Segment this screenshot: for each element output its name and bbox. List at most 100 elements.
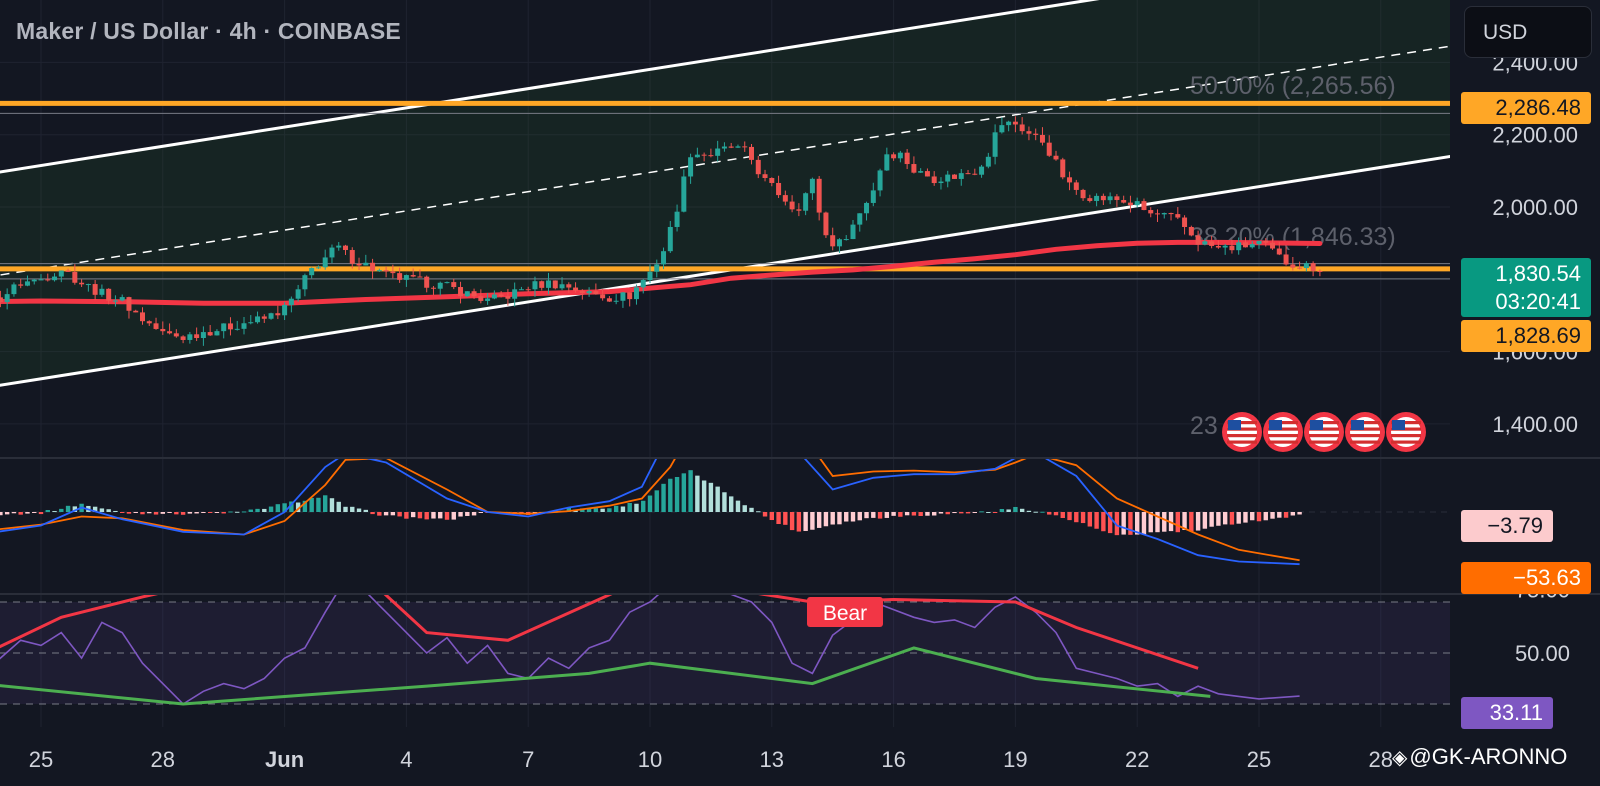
candle-body	[0, 297, 3, 303]
macd-histogram-bar	[120, 512, 125, 513]
candle-body	[343, 245, 348, 251]
macd-histogram-badge: −3.79	[1461, 510, 1553, 542]
macd-histogram-bar	[11, 512, 17, 514]
macd-histogram-bar	[4, 512, 10, 515]
candle-body	[721, 146, 727, 149]
time-axis-label: 7	[522, 747, 534, 772]
macd-histogram-bar	[431, 512, 436, 519]
candle-body	[106, 288, 112, 301]
macd-histogram-bar	[769, 512, 774, 521]
macd-histogram-bar	[248, 509, 253, 512]
rsi-bear-divergence-line	[0, 595, 1199, 670]
candle-body	[295, 289, 301, 299]
candle-body	[282, 304, 288, 316]
candle-body	[681, 176, 687, 212]
candle-body	[627, 292, 633, 300]
macd-histogram-bar	[1047, 512, 1052, 515]
time-axis-label: 4	[400, 747, 412, 772]
candle-body	[1100, 195, 1106, 201]
macd-histogram-bar	[1270, 512, 1275, 519]
macd-histogram-bar	[945, 512, 950, 515]
macd-histogram-bar	[133, 512, 138, 513]
candle-body	[363, 262, 369, 266]
macd-histogram-bar	[776, 512, 781, 525]
candle-body	[1012, 121, 1018, 125]
macd-histogram-bar	[837, 512, 842, 525]
macd-histogram-bar	[857, 512, 862, 521]
candle-body	[762, 174, 768, 179]
macd-histogram-bar	[816, 512, 822, 528]
us-flag-stripe	[1350, 440, 1380, 444]
macd-histogram-bar	[871, 512, 876, 518]
candle-body	[65, 270, 71, 272]
us-flag-icon	[1345, 412, 1385, 452]
candle-body	[701, 154, 707, 156]
macd-histogram-bar	[1155, 512, 1160, 533]
macd-histogram-bar	[884, 512, 890, 518]
us-flag-canton	[1310, 420, 1323, 430]
candle-body	[1317, 270, 1323, 272]
macd-histogram-bar	[891, 512, 896, 516]
candle-body	[1175, 214, 1181, 218]
candle-body	[99, 288, 105, 295]
macd-histogram-bar	[783, 512, 788, 525]
candle-body	[1168, 213, 1174, 215]
candle-body	[742, 146, 748, 148]
macd-histogram-bar	[789, 512, 795, 531]
candle-body	[600, 294, 606, 299]
macd-histogram-bar	[207, 512, 213, 513]
candle-body	[911, 164, 917, 173]
candle-body	[1073, 182, 1079, 190]
price-pane: 50.00% (2,265.56)38.20% (1,846.33)23	[0, 0, 1450, 440]
candle-body	[735, 146, 741, 148]
macd-histogram-bar	[92, 506, 98, 512]
macd-histogram-bar	[417, 512, 423, 519]
candle-body	[356, 263, 362, 266]
time-axis-label: 16	[881, 747, 905, 772]
event-markers	[1222, 412, 1426, 452]
macd-histogram-bar	[471, 512, 477, 516]
candle-body	[140, 312, 145, 322]
time-axis-label: 28	[151, 747, 175, 772]
macd-histogram-bar	[1277, 512, 1282, 518]
candle-body	[593, 291, 599, 295]
candle-body	[1270, 242, 1276, 249]
candle-body	[965, 173, 971, 175]
macd-histogram-bar	[715, 486, 720, 512]
candle-body	[302, 275, 308, 290]
macd-histogram-bar	[1026, 510, 1032, 512]
candle-body	[518, 289, 524, 291]
macd-histogram-bar	[180, 512, 186, 515]
macd-histogram-bar	[641, 500, 646, 512]
candle-body	[376, 270, 382, 272]
candle-body	[1033, 133, 1039, 135]
macd-histogram-bar	[1229, 512, 1235, 525]
candle-body	[830, 235, 836, 247]
candle-body	[45, 279, 51, 281]
us-flag-canton	[1351, 420, 1364, 430]
candle-body	[992, 132, 998, 157]
currency-button[interactable]: USD	[1464, 6, 1592, 58]
candle-body	[776, 182, 782, 196]
macd-histogram-bar	[1216, 512, 1221, 526]
candle-body	[539, 281, 545, 288]
macd-histogram-bar	[38, 512, 44, 515]
macd-histogram-bar	[201, 512, 206, 513]
macd-histogram-bar	[424, 512, 429, 520]
macd-histogram-bar	[762, 512, 768, 517]
macd-histogram-bar	[25, 512, 30, 514]
macd-histogram-bar	[32, 512, 37, 513]
candle-body	[647, 271, 653, 281]
candle-body	[1229, 245, 1235, 251]
candle-body	[803, 193, 809, 211]
candle-body	[261, 316, 267, 319]
candle-body	[559, 284, 565, 289]
candle-body	[891, 154, 897, 159]
macd-line	[0, 459, 1300, 566]
candle-body	[430, 287, 436, 289]
macd-histogram-bar	[1074, 512, 1079, 523]
candle-body	[72, 271, 78, 283]
price-axis-label: 2,000.00	[1492, 195, 1578, 220]
candle-body	[633, 287, 639, 300]
